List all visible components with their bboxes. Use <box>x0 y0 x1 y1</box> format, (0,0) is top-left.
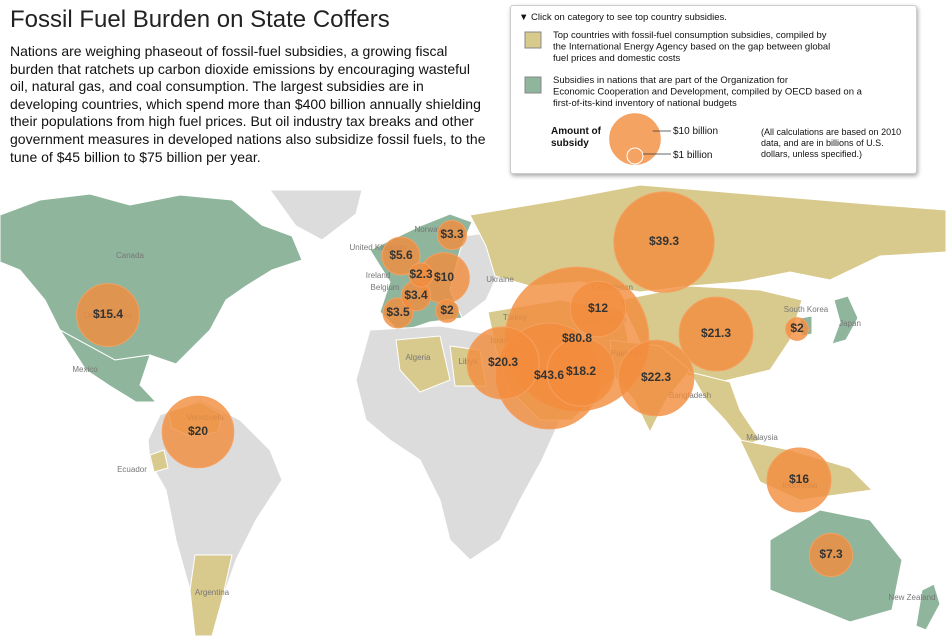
place-label: Japan <box>839 319 861 328</box>
bubble-label: $2.3 <box>409 267 433 281</box>
subsidy-bubble[interactable] <box>435 299 459 323</box>
legend-swatch[interactable] <box>524 76 542 94</box>
subsidy-bubble[interactable] <box>569 280 627 338</box>
bubble-label: $80.8 <box>562 331 592 345</box>
bubble-label: $22.3 <box>641 370 671 384</box>
size-key-circle <box>609 113 661 165</box>
japan <box>831 295 859 345</box>
mexico <box>59 329 158 403</box>
bubble-label: $3.4 <box>404 288 428 302</box>
legend-category-label[interactable]: Subsidies in nations that are part of th… <box>553 75 863 109</box>
algeria <box>395 335 451 393</box>
place-label: New Zealand <box>888 593 935 602</box>
bubble-label: $5.6 <box>389 248 413 262</box>
subsidy-bubble[interactable] <box>408 262 434 288</box>
place-label: Ukraine <box>486 275 514 284</box>
subsidy-bubble[interactable] <box>161 395 235 469</box>
bubble-label: $10 <box>434 270 454 284</box>
bubble-label: $20.3 <box>488 355 518 369</box>
place-label: Canada <box>116 251 145 260</box>
subsidy-bubble[interactable] <box>617 339 695 417</box>
legend-swatch[interactable] <box>524 31 542 49</box>
subsidy-bubble[interactable] <box>546 337 616 407</box>
greenland <box>269 189 363 241</box>
title: Fossil Fuel Burden on State Coffers <box>10 6 390 33</box>
place-label: Belgium <box>371 283 400 292</box>
place-label: Mexico <box>72 365 98 374</box>
bubble-label: $3.3 <box>440 227 464 241</box>
size-legend-title: Amount of subsidy <box>551 126 602 149</box>
subsidy-bubble[interactable] <box>678 296 754 372</box>
subsidy-bubble[interactable] <box>381 236 421 276</box>
bubble-label: $16 <box>789 472 809 486</box>
place-label: Ecuador <box>117 465 147 474</box>
subsidy-bubble[interactable] <box>785 317 809 341</box>
legend: ▼ Click on category to see top country s… <box>510 5 917 174</box>
place-label: Norway <box>414 225 441 234</box>
legend-instruction[interactable]: ▼ Click on category to see top country s… <box>519 12 727 23</box>
bubble-label: $12 <box>588 301 608 315</box>
bubble-label: $18.2 <box>566 364 596 378</box>
bubble-label: $2 <box>440 303 454 317</box>
ecuador <box>149 449 169 473</box>
subsidy-bubble[interactable] <box>76 283 140 347</box>
new-zealand <box>915 583 941 631</box>
place-label: Algeria <box>406 353 431 362</box>
bubbles: $80.8 $43.6 $39.3 $22.3 $21.3 $20.3 $20 $18.2 $1… <box>76 191 854 578</box>
argentina <box>189 554 233 636</box>
place-label: Ireland <box>366 271 390 280</box>
subsidy-bubble[interactable] <box>466 326 540 400</box>
size-key-label: $10 billion <box>673 126 718 137</box>
bubble-label: $39.3 <box>649 234 679 248</box>
subsidy-bubble[interactable] <box>613 191 715 293</box>
place-label: Argentina <box>195 588 230 597</box>
subsidy-bubble[interactable] <box>766 447 832 513</box>
bubble-label: $3.5 <box>386 305 410 319</box>
bubble-label: $43.6 <box>534 368 564 382</box>
intro-text: Nations are weighing phaseout of fossil-… <box>10 43 486 165</box>
bubble-label: $21.3 <box>701 326 731 340</box>
bubble-label: $2 <box>790 321 804 335</box>
size-key-label: $1 billion <box>673 150 712 161</box>
size-key-circle <box>626 147 644 165</box>
subsidy-bubble[interactable] <box>436 219 468 251</box>
bubble-label: $15.4 <box>93 307 123 321</box>
place-label: South Korea <box>784 305 829 314</box>
bubble-label: $20 <box>188 424 208 438</box>
place-label: United Kingdom <box>350 243 407 252</box>
bubble-label: $7.3 <box>819 547 843 561</box>
place-label: Malaysia <box>746 433 778 442</box>
subsidy-bubble[interactable] <box>808 532 854 578</box>
north-america <box>0 193 303 375</box>
legend-note: (All calculations are based on 2010 data,… <box>761 127 901 159</box>
legend-graphic: ▼ Click on category to see top country s… <box>519 12 901 165</box>
legend-category-label[interactable]: Top countries with fossil-fuel consumpti… <box>553 30 830 64</box>
